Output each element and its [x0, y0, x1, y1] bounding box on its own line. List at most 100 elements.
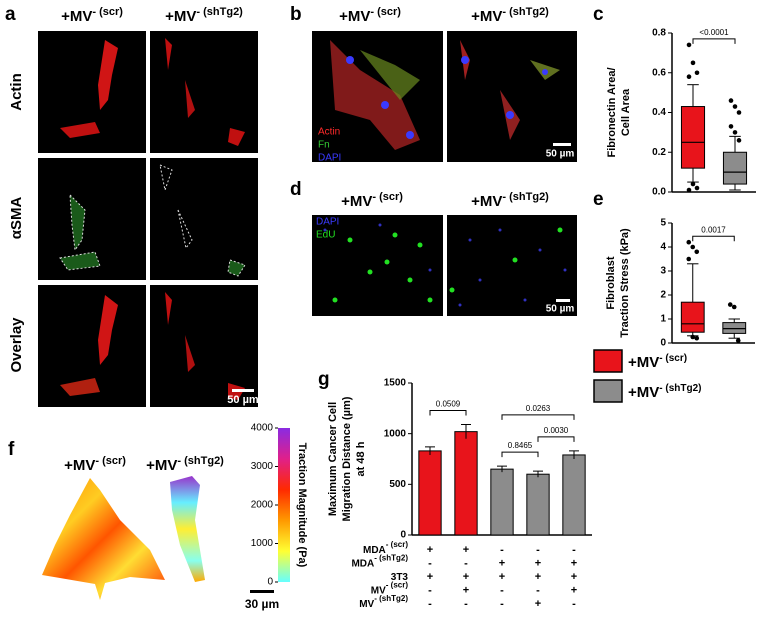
condition-mark: - [428, 557, 432, 569]
condition-mark: + [535, 557, 541, 569]
column-header: +MV- (scr) [64, 455, 126, 474]
column-header-base: +MV [146, 457, 177, 474]
channel-label: Fn [318, 140, 330, 151]
outlier [686, 187, 692, 193]
panel-label: d [290, 179, 302, 200]
bar [454, 431, 478, 536]
panel-label: e [593, 189, 604, 210]
colorbar-tick-label: 3000 [251, 461, 274, 472]
significance-bracket [501, 451, 539, 458]
condition-mark: + [463, 544, 469, 556]
panel-label: b [290, 4, 302, 25]
y-tick-label: 0 [400, 530, 406, 541]
box [722, 151, 748, 185]
column-header-base: +MV [61, 8, 92, 25]
row-label: Overlay [8, 317, 25, 373]
legend-label-base: +MV [628, 384, 659, 401]
condition-label-base: MDA [351, 558, 374, 569]
box [680, 106, 706, 169]
y-tick-label: 5 [660, 218, 666, 229]
significance-label: <0.0001 [699, 28, 729, 37]
panel-d-images [312, 215, 577, 316]
panel-label: a [5, 4, 16, 25]
panel-label: c [593, 4, 604, 25]
condition-mark: + [571, 584, 577, 596]
error-bar [569, 450, 579, 459]
legend-label-base: +MV [628, 354, 659, 371]
outlier [686, 42, 692, 48]
column-header-sup: - (scr) [372, 191, 403, 203]
colorbar [278, 428, 290, 582]
y-tick-label: 4 [660, 242, 666, 253]
condition-mark: + [499, 557, 505, 569]
significance-label: 0.0017 [701, 225, 726, 234]
legend-label-sup: - (scr) [659, 353, 687, 364]
condition-mark: - [536, 584, 540, 596]
y-tick-label: 0.8 [652, 28, 666, 39]
column-header-sup: - (scr) [92, 6, 123, 18]
condition-label: 3T3 [391, 572, 409, 583]
channel-label: EdU [316, 230, 335, 241]
scale-bar-label: 50 µm [546, 304, 575, 315]
outlier [732, 104, 738, 109]
outlier [686, 74, 692, 80]
condition-label-sup: - (shTg2) [374, 594, 408, 603]
panel-a-images [38, 31, 258, 407]
column-header-sup: - (shTg2) [177, 455, 224, 467]
significance-label: 0.0030 [544, 426, 569, 435]
column-header-sup: - (shTg2) [502, 6, 549, 18]
outlier [694, 70, 700, 76]
outlier [690, 60, 696, 66]
column-header-base: +MV [341, 193, 372, 210]
condition-mark: + [499, 571, 505, 583]
y-tick-label: 0.4 [652, 107, 666, 118]
legend-swatch [593, 379, 623, 403]
legend-label: +MV- (scr) [628, 353, 687, 371]
condition-mark: + [427, 544, 433, 556]
column-header-base: +MV [339, 8, 370, 25]
significance-bracket [501, 414, 575, 420]
column-header: +MV- (scr) [339, 6, 401, 25]
y-axis-label: Maximum Cancer Cell [327, 402, 339, 516]
condition-mark: - [500, 584, 504, 596]
column-header: +MV- (shTg2) [165, 6, 243, 25]
y-tick-label: 0.0 [652, 187, 666, 198]
y-axis-label: Fibronectin Area/ [606, 67, 618, 157]
column-header-sup: - (scr) [370, 6, 401, 18]
outlier [736, 138, 742, 143]
outlier [694, 249, 700, 255]
column-header-base: +MV [471, 193, 502, 210]
condition-mark: + [535, 571, 541, 583]
scale-bar-label: 50 µm [546, 149, 575, 160]
outlier [731, 304, 737, 310]
condition-mark: - [428, 584, 432, 596]
significance-bracket [692, 38, 736, 44]
y-axis-label: at 48 h [355, 441, 367, 476]
y-axis-label: Traction Stress (kPa) [619, 228, 631, 338]
outlier [694, 185, 700, 191]
outlier [686, 256, 692, 262]
outlier [690, 181, 696, 187]
colorbar-tick-label: 4000 [251, 423, 274, 434]
bar [490, 468, 514, 536]
condition-mark: - [464, 598, 468, 610]
column-header-sup: - (scr) [95, 455, 126, 467]
row-label: αSMA [8, 197, 25, 240]
significance-label: 0.8465 [508, 441, 533, 450]
bar [526, 473, 550, 536]
column-header-base: +MV [165, 8, 196, 25]
condition-mark: + [427, 571, 433, 583]
channel-label: DAPI [318, 153, 341, 164]
outlier [727, 302, 733, 307]
y-tick-label: 2 [660, 290, 666, 301]
condition-label-base: MDA [363, 545, 386, 556]
significance-bracket [692, 235, 735, 242]
condition-mark: + [571, 557, 577, 569]
significance-label: 0.0509 [436, 400, 461, 409]
bar [418, 450, 442, 536]
condition-mark: - [536, 544, 540, 556]
bar [562, 454, 586, 536]
colorbar-tick-label: 0 [267, 577, 273, 588]
column-header: +MV- (shTg2) [471, 191, 549, 210]
outlier [736, 110, 742, 115]
